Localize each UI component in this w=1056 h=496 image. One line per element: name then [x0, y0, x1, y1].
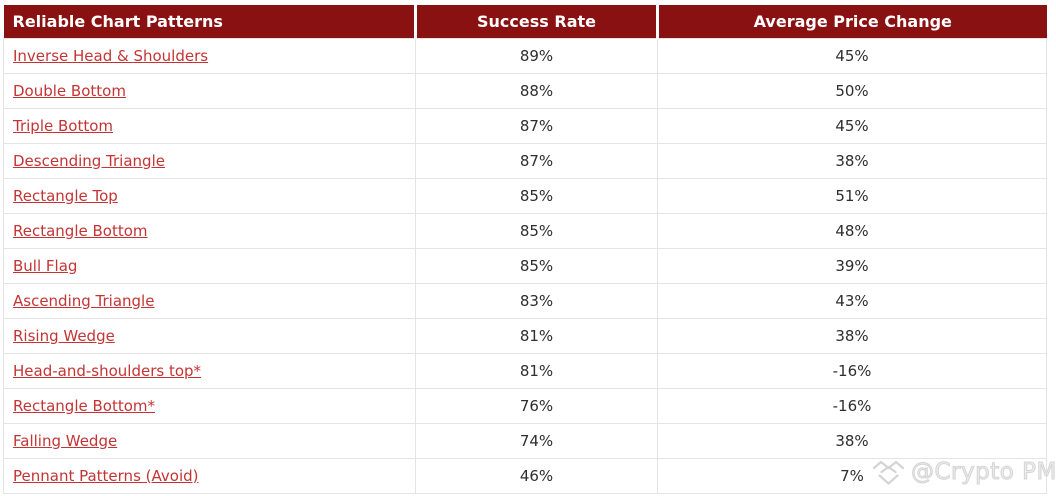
- success-rate-value: 46%: [415, 457, 658, 494]
- pattern-link-pennant-patterns[interactable]: Pennant Patterns (Avoid): [13, 466, 199, 485]
- success-rate-value: 81%: [415, 352, 658, 389]
- avg-price-change-value: 45%: [657, 37, 1047, 74]
- success-rate-value: 87%: [415, 142, 658, 179]
- avg-price-change-value: 38%: [657, 142, 1047, 179]
- success-rate-value: 81%: [415, 317, 658, 354]
- success-rate-value: 89%: [415, 37, 658, 74]
- table-row: Ascending Triangle 83% 43%: [3, 282, 1047, 319]
- avg-price-change-value: 7%: [657, 457, 1047, 494]
- table-row: Triple Bottom 87% 45%: [3, 107, 1047, 144]
- success-rate-value: 85%: [415, 212, 658, 249]
- avg-price-change-value: 48%: [657, 212, 1047, 249]
- success-rate-value: 88%: [415, 72, 658, 109]
- column-header-reliable-chart-patterns: Reliable Chart Patterns: [3, 5, 416, 38]
- table-row: Falling Wedge 74% 38%: [3, 422, 1047, 459]
- avg-price-change-value: 51%: [657, 177, 1047, 214]
- avg-price-change-value: 43%: [657, 282, 1047, 319]
- success-rate-value: 85%: [415, 247, 658, 284]
- avg-price-change-value: 39%: [657, 247, 1047, 284]
- pattern-link-rising-wedge[interactable]: Rising Wedge: [13, 326, 115, 345]
- table-row: Double Bottom 88% 50%: [3, 72, 1047, 109]
- success-rate-value: 87%: [415, 107, 658, 144]
- table-row: Rectangle Top 85% 51%: [3, 177, 1047, 214]
- table-row: Descending Triangle 87% 38%: [3, 142, 1047, 179]
- success-rate-value: 74%: [415, 422, 658, 459]
- table-row: Pennant Patterns (Avoid) 46% 7%: [3, 457, 1047, 494]
- header-row: Reliable Chart Patterns Success Rate Ave…: [3, 5, 1047, 38]
- pattern-link-head-and-shoulders-top[interactable]: Head-and-shoulders top*: [13, 361, 202, 380]
- pattern-link-double-bottom[interactable]: Double Bottom: [13, 81, 126, 100]
- avg-price-change-value: 50%: [657, 72, 1047, 109]
- column-header-average-price-change: Average Price Change: [656, 5, 1047, 38]
- table-row: Bull Flag 85% 39%: [3, 247, 1047, 284]
- pattern-link-bull-flag[interactable]: Bull Flag: [13, 256, 78, 275]
- pattern-link-triple-bottom[interactable]: Triple Bottom: [13, 116, 113, 135]
- table-row: Rising Wedge 81% 38%: [3, 317, 1047, 354]
- success-rate-value: 83%: [415, 282, 658, 319]
- chart-patterns-table-container: Reliable Chart Patterns Success Rate Ave…: [3, 5, 1047, 494]
- avg-price-change-value: 45%: [657, 107, 1047, 144]
- success-rate-value: 85%: [415, 177, 658, 214]
- chart-patterns-table: Reliable Chart Patterns Success Rate Ave…: [3, 5, 1047, 494]
- table-row: Inverse Head & Shoulders 89% 45%: [3, 37, 1047, 74]
- pattern-link-inverse-head-shoulders[interactable]: Inverse Head & Shoulders: [13, 46, 209, 65]
- avg-price-change-value: -16%: [657, 387, 1047, 424]
- pattern-link-falling-wedge[interactable]: Falling Wedge: [13, 431, 118, 450]
- pattern-link-rectangle-bottom-asterisk[interactable]: Rectangle Bottom*: [13, 396, 156, 415]
- avg-price-change-value: 38%: [657, 317, 1047, 354]
- table-row: Rectangle Bottom 85% 48%: [3, 212, 1047, 249]
- column-header-success-rate: Success Rate: [414, 5, 658, 38]
- pattern-link-rectangle-top[interactable]: Rectangle Top: [13, 186, 118, 205]
- pattern-link-rectangle-bottom[interactable]: Rectangle Bottom: [13, 221, 148, 240]
- avg-price-change-value: -16%: [657, 352, 1047, 389]
- pattern-link-ascending-triangle[interactable]: Ascending Triangle: [13, 291, 155, 310]
- table-row: Rectangle Bottom* 76% -16%: [3, 387, 1047, 424]
- success-rate-value: 76%: [415, 387, 658, 424]
- pattern-link-descending-triangle[interactable]: Descending Triangle: [13, 151, 165, 170]
- table-row: Head-and-shoulders top* 81% -16%: [3, 352, 1047, 389]
- avg-price-change-value: 38%: [657, 422, 1047, 459]
